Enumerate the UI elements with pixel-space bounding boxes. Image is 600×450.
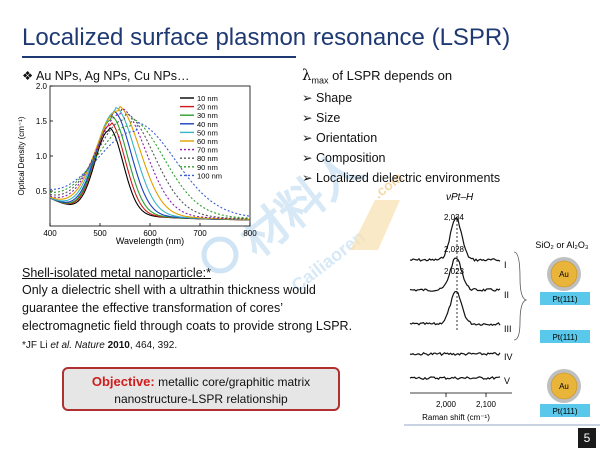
raman-figure: νPt–H 2,034 2,028 2,023 I II III IV V 2,… [409,192,590,422]
legend-label: 50 nm [197,128,218,137]
raman-x-tick: 2,100 [476,400,497,409]
legend-label: 80 nm [197,154,218,163]
objective-line-1: Objective: metallic core/graphitic matri… [91,374,311,389]
x-tick-label: 800 [243,229,257,238]
x-tick-label: 700 [193,229,207,238]
arrow-bullet-icon: ➢ [302,151,313,165]
y-tick-label: 1.0 [36,152,48,161]
shell-text-line: electromagnetic field through coats to p… [22,319,353,333]
legend-label: 40 nm [197,120,218,129]
core-label: Au [559,382,569,391]
bracket-icon [513,251,528,341]
shell-text-line: Only a dielectric shell with a ultrathin… [22,283,316,297]
legend-label: 60 nm [197,137,218,146]
series-label: I [504,260,507,270]
arrow-bullet-icon: ➢ [302,171,313,185]
x-tick-label: 400 [43,229,57,238]
shell-isolated-title: Shell-isolated metal nanoparticle:* [22,266,211,280]
slide-title: Localized surface plasmon resonance (LSP… [22,24,511,51]
dependence-item: ➢ Orientation [302,131,378,145]
series-label: V [504,376,510,386]
dependence-item: ➢ Composition [302,151,386,165]
au-core-icon [550,372,578,400]
series-line [49,112,250,220]
objective-label: Objective: [91,374,155,389]
watermark-slash-icon [350,200,400,250]
lambda-max-line: λmax of LSPR depends on [302,66,452,86]
pt-substrate [540,330,590,343]
pt-substrate [540,404,590,417]
raman-title: νPt–H [446,192,474,203]
y-tick-label: 2.0 [36,82,48,91]
legend-label: 20 nm [197,103,218,112]
pt-substrate [540,292,590,305]
peak-label: 2,028 [444,245,465,254]
lambda-text: of LSPR depends on [328,68,453,83]
plot-frame [49,85,251,227]
legend-label: 70 nm [197,146,218,155]
raman-spectrum-line [409,376,501,380]
series-label: III [504,324,512,334]
legend-label: 90 nm [197,163,218,172]
raman-spectrum-line [409,216,501,262]
page-number: 5 [578,428,596,448]
substrate-label: Pt(111) [552,407,577,416]
raman-spectrum-line [409,257,501,292]
objective-box: Objective: metallic core/graphitic matri… [62,367,340,411]
raman-spectrum-line [409,352,501,357]
legend-label: 30 nm [197,111,218,120]
lambda-symbol: λ [302,66,312,84]
dependence-item: ➢ Shape [302,91,353,105]
reference: *JF Li et al. Nature 2010, 464, 392. [22,340,178,351]
footer-bar [404,424,600,426]
dependence-item: ➢ Localized dielectric environments [302,171,501,185]
legend-label: 10 nm [197,94,218,103]
y-tick-label: 1.5 [36,117,48,126]
x-axis-label: Wavelength (nm) [116,236,184,246]
nanoparticles-bullet: ❖ Au NPs, Ag NPs, Cu NPs… [22,68,190,83]
legend-label: 100 nm [197,171,222,180]
y-tick-label: 0.5 [36,187,48,196]
series-label: IV [504,352,513,362]
series-line [49,117,251,219]
peak-label: 2,023 [444,267,465,276]
raman-spectrum-line [409,290,501,327]
peak-label: 2,034 [444,213,465,222]
series-line [49,105,250,220]
arrow-bullet-icon: ➢ [302,131,313,145]
lambda-subscript: max [311,75,329,86]
dependence-item: ➢ Size [302,111,341,125]
core-label: Au [559,270,569,279]
y-axis-label: Optical Density (cm⁻¹) [17,116,26,195]
substrate-label: Pt(111) [552,295,577,304]
x-tick-label: 500 [93,229,107,238]
shell-text-line: guarantee the effective transformation o… [22,301,284,315]
arrow-bullet-icon: ➢ [302,91,313,105]
watermark-ring-icon [201,236,239,274]
diamond-bullet-icon: ❖ [22,69,34,83]
x-tick-label: 600 [143,229,157,238]
raman-x-tick: 2,000 [436,400,457,409]
series-line [49,121,251,217]
arrow-bullet-icon: ➢ [302,111,313,125]
au-core-icon [550,260,578,288]
watermark-logo: 材料人 Cailiaoren .com [201,150,406,290]
shell-material-label: SiO₂ or Al₂O₃ [535,240,589,250]
raman-x-label: Raman shift (cm⁻¹) [422,413,490,422]
substrate-label: Pt(111) [552,333,577,342]
objective-line-2: nanostructure-LSPR relationship [114,392,288,406]
series-label: II [504,290,509,300]
nanoparticles-text: Au NPs, Ag NPs, Cu NPs… [36,69,190,83]
title-underline [22,56,296,58]
